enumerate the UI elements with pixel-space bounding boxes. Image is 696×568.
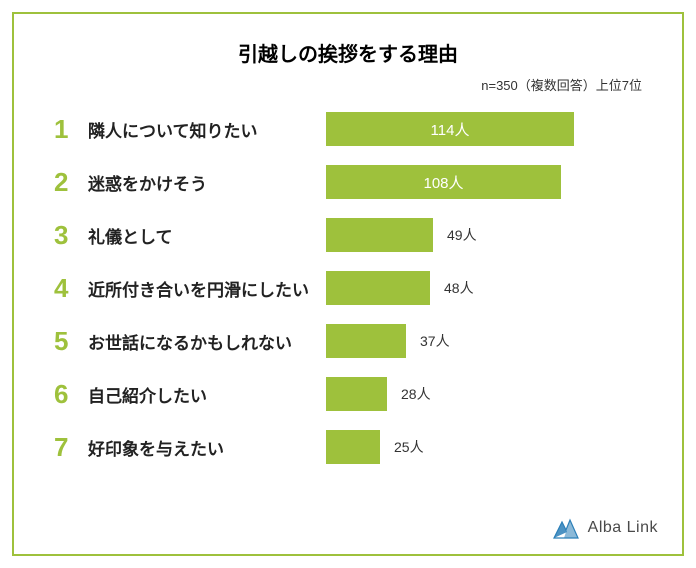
chart-frame: 引越しの挨拶をする理由 n=350（複数回答）上位7位 1隣人について知りたい1… [12,12,684,556]
bar [326,218,433,252]
bar-area: 25人 [326,430,642,464]
rank-number: 7 [54,432,88,463]
chart-subtitle: n=350（複数回答）上位7位 [54,75,642,94]
chart-row: 3礼儀として 49人 [54,218,642,252]
row-label: 好印象を与えたい [88,435,326,460]
bar-value: 108人 [423,172,463,193]
bar-value: 28人 [401,384,431,404]
bar [326,377,387,411]
rank-number: 6 [54,379,88,410]
bar [326,430,380,464]
bar-area: 48人 [326,271,642,305]
chart-row: 2迷惑をかけそう 108人 [54,165,642,199]
chart-row: 1隣人について知りたい 114人 [54,112,642,146]
bar-value: 37人 [420,331,450,351]
rank-number: 4 [54,273,88,304]
bar [326,324,406,358]
chart-row: 6自己紹介したい 28人 [54,377,642,411]
row-label: お世話になるかもしれない [88,329,326,354]
row-label: 迷惑をかけそう [88,170,326,195]
bar-area: 49人 [326,218,642,252]
bar-area: 37人 [326,324,642,358]
logo-triangle-icon [552,516,580,540]
rank-number: 2 [54,167,88,198]
bar [326,271,430,305]
bar-area: 114人 [326,112,642,146]
rank-number: 5 [54,326,88,357]
brand-logo: Alba Link [552,516,658,540]
bar-area: 108人 [326,165,642,199]
chart-row: 5お世話になるかもしれない 37人 [54,324,642,358]
row-label: 隣人について知りたい [88,117,326,142]
rank-number: 3 [54,220,88,251]
row-label: 礼儀として [88,223,326,248]
bar-value: 49人 [447,225,477,245]
bar-area: 28人 [326,377,642,411]
bar-value: 114人 [431,119,470,140]
bar-value: 25人 [394,437,424,457]
chart-title: 引越しの挨拶をする理由 [54,38,642,67]
rank-number: 1 [54,114,88,145]
chart-row: 7好印象を与えたい 25人 [54,430,642,464]
bar-value: 48人 [444,278,474,298]
logo-text: Alba Link [588,519,658,537]
row-label: 自己紹介したい [88,382,326,407]
bar: 114人 [326,112,574,146]
row-label: 近所付き合いを円滑にしたい [88,276,326,301]
chart-row: 4近所付き合いを円滑にしたい 48人 [54,271,642,305]
chart-rows: 1隣人について知りたい 114人 2迷惑をかけそう 108人 3礼儀として 49人 4近所付… [54,112,642,464]
bar: 108人 [326,165,561,199]
